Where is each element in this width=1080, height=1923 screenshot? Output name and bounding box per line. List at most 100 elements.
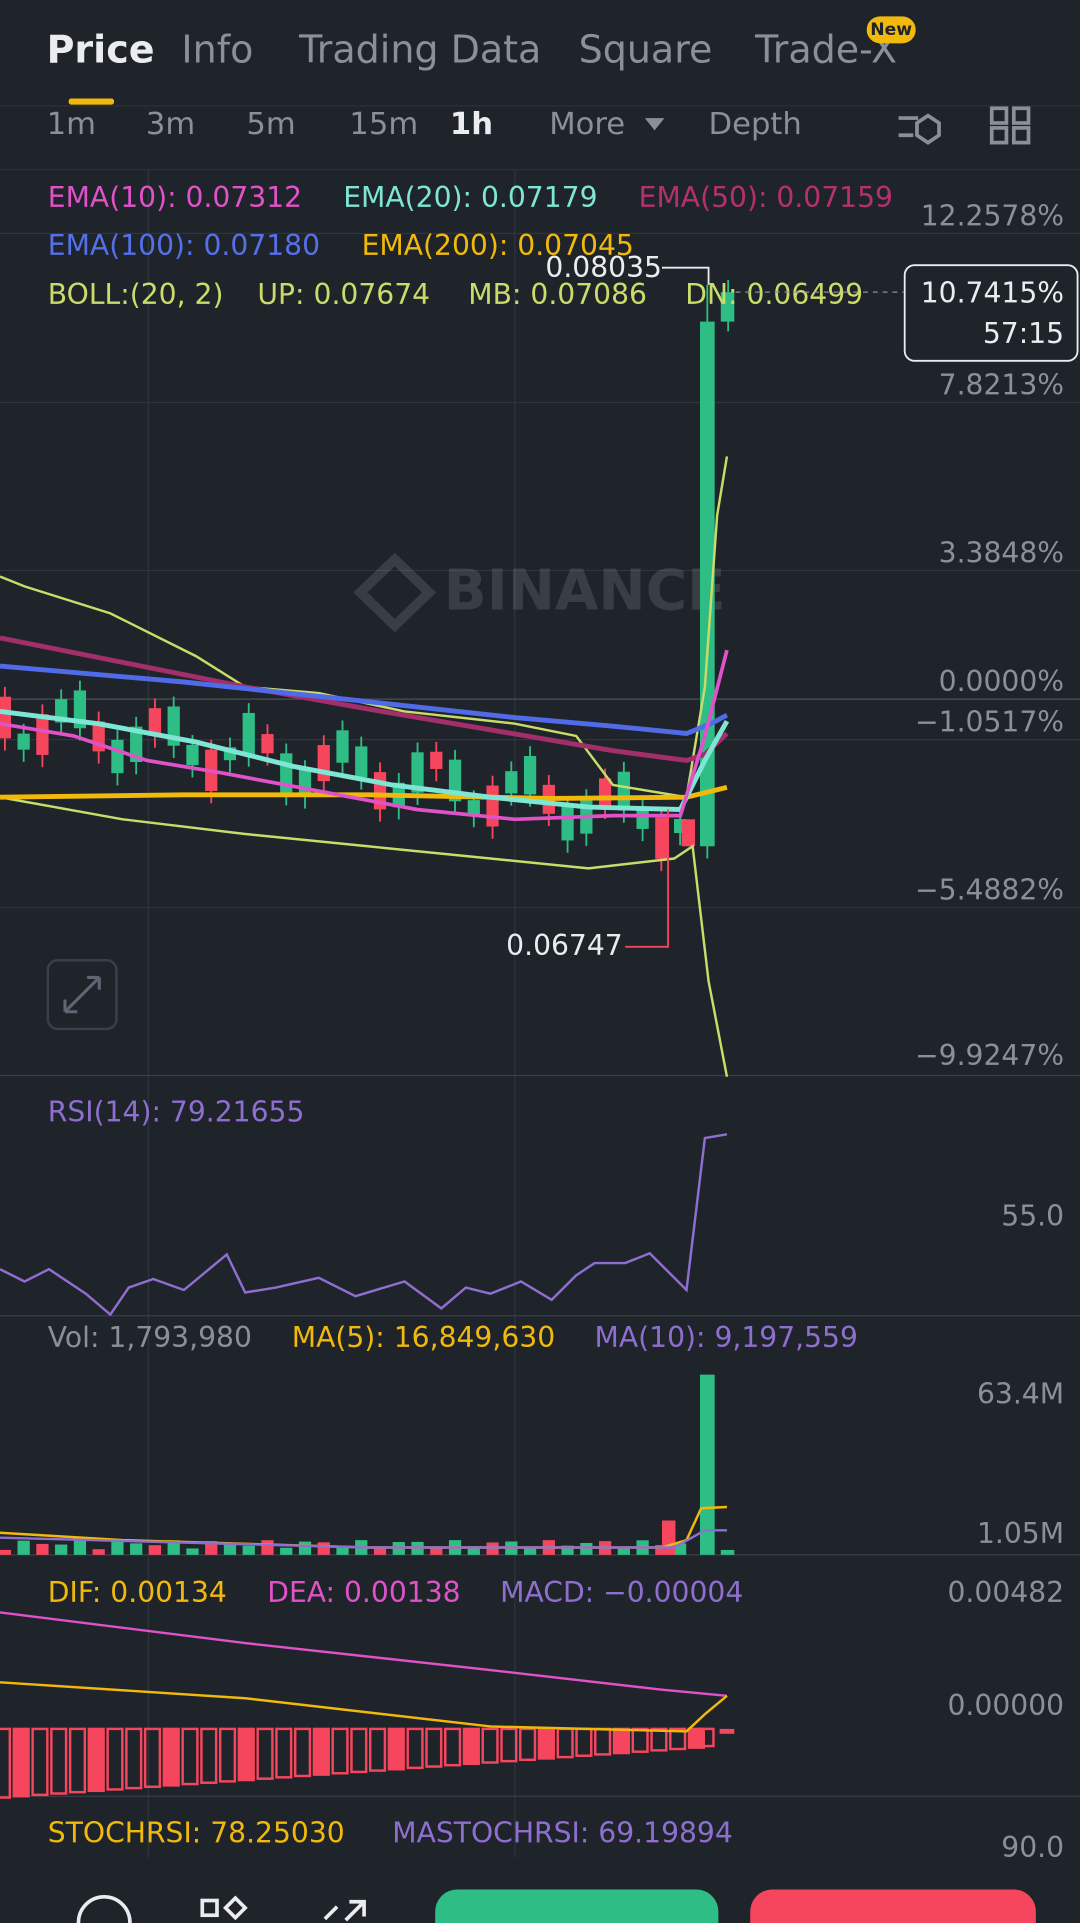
share-icon[interactable] — [323, 1899, 366, 1922]
ema-label: EMA(100): 0.07180 — [48, 229, 320, 262]
candle — [355, 746, 368, 778]
high-label: 0.08035 — [545, 251, 662, 284]
macd-bar — [719, 1728, 735, 1734]
rsi-label: RSI(14): 79.21655 — [48, 1096, 305, 1129]
boll-label: MB: 0.07086 — [468, 278, 647, 311]
vol-bar — [36, 1543, 49, 1555]
candle — [467, 800, 480, 815]
vol-bar — [661, 1520, 676, 1555]
macd-bar — [87, 1727, 105, 1793]
macd-bar — [293, 1727, 312, 1778]
stochrsi-label: MASTOCHRSI: 69.19894 — [392, 1816, 733, 1849]
axis-label: 12.2578% — [921, 199, 1064, 232]
macd-bar — [125, 1727, 143, 1790]
axis-label: 7.8213% — [939, 369, 1064, 402]
tab-bar: Price Info Trading Data Square Trade-X — [47, 27, 897, 71]
vol-bar — [280, 1547, 293, 1555]
macd-bar — [631, 1727, 649, 1753]
macd-bar — [425, 1727, 443, 1768]
interval[interactable]: 15m — [349, 107, 418, 142]
vol-bar — [167, 1540, 180, 1555]
macd-bar — [331, 1727, 349, 1775]
panel-dividers — [0, 1074, 1080, 1797]
interval[interactable]: 5m — [246, 107, 295, 142]
candle — [430, 751, 443, 769]
sell-button[interactable] — [750, 1889, 1036, 1923]
tab[interactable]: Price — [47, 27, 155, 71]
expand-button[interactable] — [46, 959, 118, 1031]
axis-label: 55.0 — [1001, 1200, 1064, 1233]
boll-label: BOLL:(20, 2) — [48, 278, 224, 311]
vol-bar — [130, 1543, 143, 1555]
macd-bar — [275, 1727, 293, 1779]
macd-bar — [12, 1727, 30, 1798]
low-leader — [625, 809, 670, 948]
badge-bg — [866, 16, 916, 44]
vol-bar — [699, 1374, 715, 1555]
candle — [681, 819, 696, 847]
vol-bar — [73, 1540, 87, 1555]
bottom-icon[interactable] — [200, 1895, 248, 1921]
macd-bar — [687, 1727, 706, 1749]
volume-bars — [0, 1374, 735, 1555]
candle — [148, 708, 162, 736]
boll-label: DN: 0.06499 — [685, 278, 863, 311]
macd-bar — [406, 1727, 424, 1770]
macd-bar — [444, 1727, 462, 1767]
macd-bar — [350, 1727, 368, 1774]
settings-icon[interactable] — [898, 113, 941, 145]
tab[interactable]: Info — [181, 27, 253, 71]
vol-bar — [720, 1549, 735, 1555]
interval[interactable]: 3m — [146, 107, 195, 142]
current-price-box — [903, 264, 1079, 362]
axis-label: 0.00482 — [948, 1576, 1065, 1609]
vol-bar — [0, 1549, 12, 1555]
macd-bar — [143, 1727, 162, 1788]
interval[interactable]: 1m — [47, 107, 96, 142]
candle — [242, 712, 255, 755]
dea-line — [0, 1611, 728, 1698]
vol-bar — [523, 1547, 537, 1555]
candle — [411, 752, 424, 793]
macd-bar — [312, 1727, 330, 1776]
vol-bar — [111, 1540, 124, 1555]
macd-bar — [462, 1727, 480, 1766]
macd-label: MACD: −0.00004 — [500, 1576, 743, 1609]
vol-bar — [561, 1545, 574, 1555]
macd-bar — [519, 1727, 537, 1762]
vol-label: MA(5): 16,849,630 — [292, 1321, 555, 1354]
indicator-lines — [0, 456, 730, 1077]
vol-bar — [92, 1549, 105, 1555]
interval[interactable]: Depth — [709, 107, 802, 142]
vol-bar — [336, 1546, 349, 1555]
macd-legend: DIF: 0.00134 DEA: 0.00138 MACD: −0.00004 — [48, 1576, 743, 1609]
macd-bar — [387, 1727, 405, 1771]
interval[interactable]: 1h — [450, 107, 493, 142]
candle — [130, 726, 143, 763]
countdown: 57:15 — [983, 317, 1064, 350]
tab[interactable]: Trading Data — [298, 27, 541, 71]
buy-button[interactable] — [435, 1889, 719, 1923]
candle — [636, 807, 649, 829]
new-badge: New — [870, 20, 912, 40]
interval-bar: 1m 3m 5m 15m 1h More Depth — [47, 107, 802, 142]
axis-label: −9.9247% — [915, 1039, 1064, 1072]
tab[interactable]: Square — [579, 27, 713, 71]
macd-bar — [0, 1727, 12, 1799]
candle — [655, 817, 668, 859]
dif-line — [0, 1681, 728, 1733]
macd-bar — [218, 1727, 237, 1783]
candle — [261, 734, 274, 754]
rsi-line — [0, 1133, 728, 1317]
tab-indicator — [68, 98, 115, 105]
vol-bar — [655, 1544, 668, 1555]
macd-bar — [31, 1727, 49, 1797]
layout-icon[interactable] — [989, 106, 1031, 145]
axis-label: −5.4882% — [915, 874, 1064, 907]
macd-bar — [368, 1727, 387, 1772]
price-axis: 12.2578% 7.8213% 3.3848% 0.0000% −1.0517… — [915, 199, 1064, 1072]
dropdown-icon — [644, 118, 665, 131]
interval[interactable]: More — [549, 107, 625, 142]
macd-label: DEA: 0.00138 — [267, 1576, 460, 1609]
